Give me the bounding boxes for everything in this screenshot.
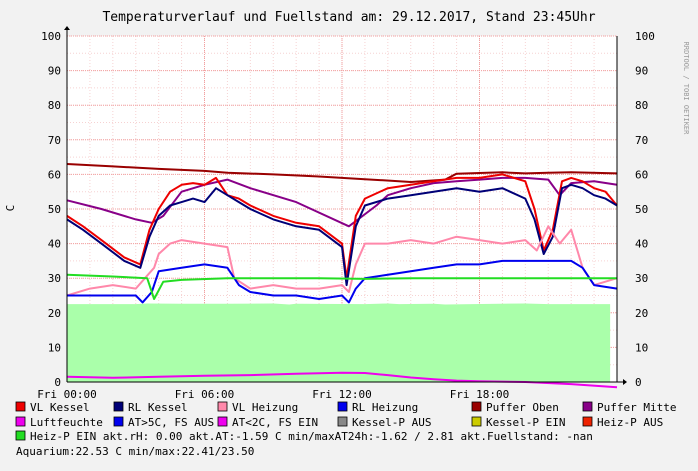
y-tick-label-right: 20 [635, 307, 648, 320]
legend-label: Heiz-P EIN akt.rH: 0.00 akt.AT:-1.59 C m… [30, 430, 593, 443]
y-tick-label-left: 10 [48, 341, 61, 354]
series-aquarium-area [67, 303, 611, 382]
legend-swatch [15, 430, 26, 441]
y-ticks-left: 0 10 20 30 40 50 60 70 80 90 100 [41, 30, 61, 389]
y-tick-label-left: 60 [48, 168, 61, 181]
x-tick-label: Fri 12:00 [312, 388, 372, 401]
legend-label: VL Kessel [30, 401, 90, 414]
y-tick-label-right: 40 [635, 238, 648, 251]
legend-swatch [337, 401, 348, 412]
y-tick-label-right: 0 [635, 376, 642, 389]
series-area [67, 303, 611, 382]
y-tick-label-left: 90 [48, 65, 61, 78]
y-tick-label-right: 10 [635, 341, 648, 354]
legend-label: Aquarium:22.53 C min/max:22.41/23.50 [16, 445, 254, 458]
legend-label: Kessel-P AUS [352, 416, 431, 429]
x-axis-arrow [623, 379, 627, 385]
series-heiz-p-ein-line [66, 273, 617, 300]
y-tick-label-right: 80 [635, 99, 648, 112]
legend-swatch [582, 416, 593, 427]
y-tick-label-left: 80 [48, 99, 61, 112]
axes [64, 26, 627, 385]
legend-label: AT<2C, FS EIN [232, 416, 318, 429]
y-tick-label-left: 0 [54, 376, 61, 389]
y-axis-arrow [64, 26, 70, 30]
legend-swatch [15, 416, 26, 427]
y-tick-label-right: 60 [635, 168, 648, 181]
y-tick-label-right: 70 [635, 134, 648, 147]
y-tick-label-right: 50 [635, 203, 648, 216]
y-ticks-right: 0 10 20 30 40 50 60 70 80 90 100 [635, 30, 655, 389]
x-ticks: Fri 00:00 Fri 06:00 Fri 12:00 Fri 18:00 [37, 388, 509, 401]
y-tick-label-left: 30 [48, 272, 61, 285]
x-tick-label: Fri 00:00 [37, 388, 97, 401]
x-tick-label: Fri 18:00 [450, 388, 510, 401]
y-tick-label-left: 70 [48, 134, 61, 147]
legend-swatch [471, 416, 482, 427]
y-tick-label-left: 20 [48, 307, 61, 320]
y-tick-label-right: 30 [635, 272, 648, 285]
y-tick-label-left: 100 [41, 30, 61, 43]
legend-label: Luftfeuchte [30, 416, 103, 429]
legend-label: Heiz-P AUS [597, 416, 663, 429]
legend-label: RL Heizung [352, 401, 418, 414]
legend-swatch [217, 401, 228, 412]
legend-swatch [113, 416, 124, 427]
legend-label: Kessel-P EIN [486, 416, 565, 429]
y-tick-label-right: 90 [635, 65, 648, 78]
legend-swatch [582, 401, 593, 412]
chart-title: Temperaturverlauf und Fuellstand am: 29.… [102, 10, 595, 25]
series-puffer-oben-line [66, 163, 618, 183]
legend-swatch [113, 401, 124, 412]
legend-swatch [337, 416, 348, 427]
legend-label: Puffer Oben [486, 401, 559, 414]
legend-swatch [217, 416, 228, 427]
watermark: RRDTOOL / TOBI OETIKER [682, 42, 690, 136]
x-tick-label: Fri 06:00 [175, 388, 235, 401]
legend-label: VL Heizung [232, 401, 298, 414]
legend-label: RL Kessel [128, 401, 188, 414]
legend-swatch [471, 401, 482, 412]
y-tick-label-left: 40 [48, 238, 61, 251]
legend: VL Kessel RL Kessel VL Heizung RL Heizung Pu… [15, 401, 676, 458]
series-vl-heizung-line [66, 225, 618, 297]
series-rl-kessel-line [66, 183, 618, 287]
y-tick-label-left: 50 [48, 203, 61, 216]
y-axis-label: C [4, 205, 17, 212]
y-tick-label-right: 100 [635, 30, 655, 43]
legend-swatch [15, 401, 26, 412]
legend-label: Puffer Mitte [597, 401, 676, 414]
legend-label: AT>5C, FS AUS [128, 416, 214, 429]
